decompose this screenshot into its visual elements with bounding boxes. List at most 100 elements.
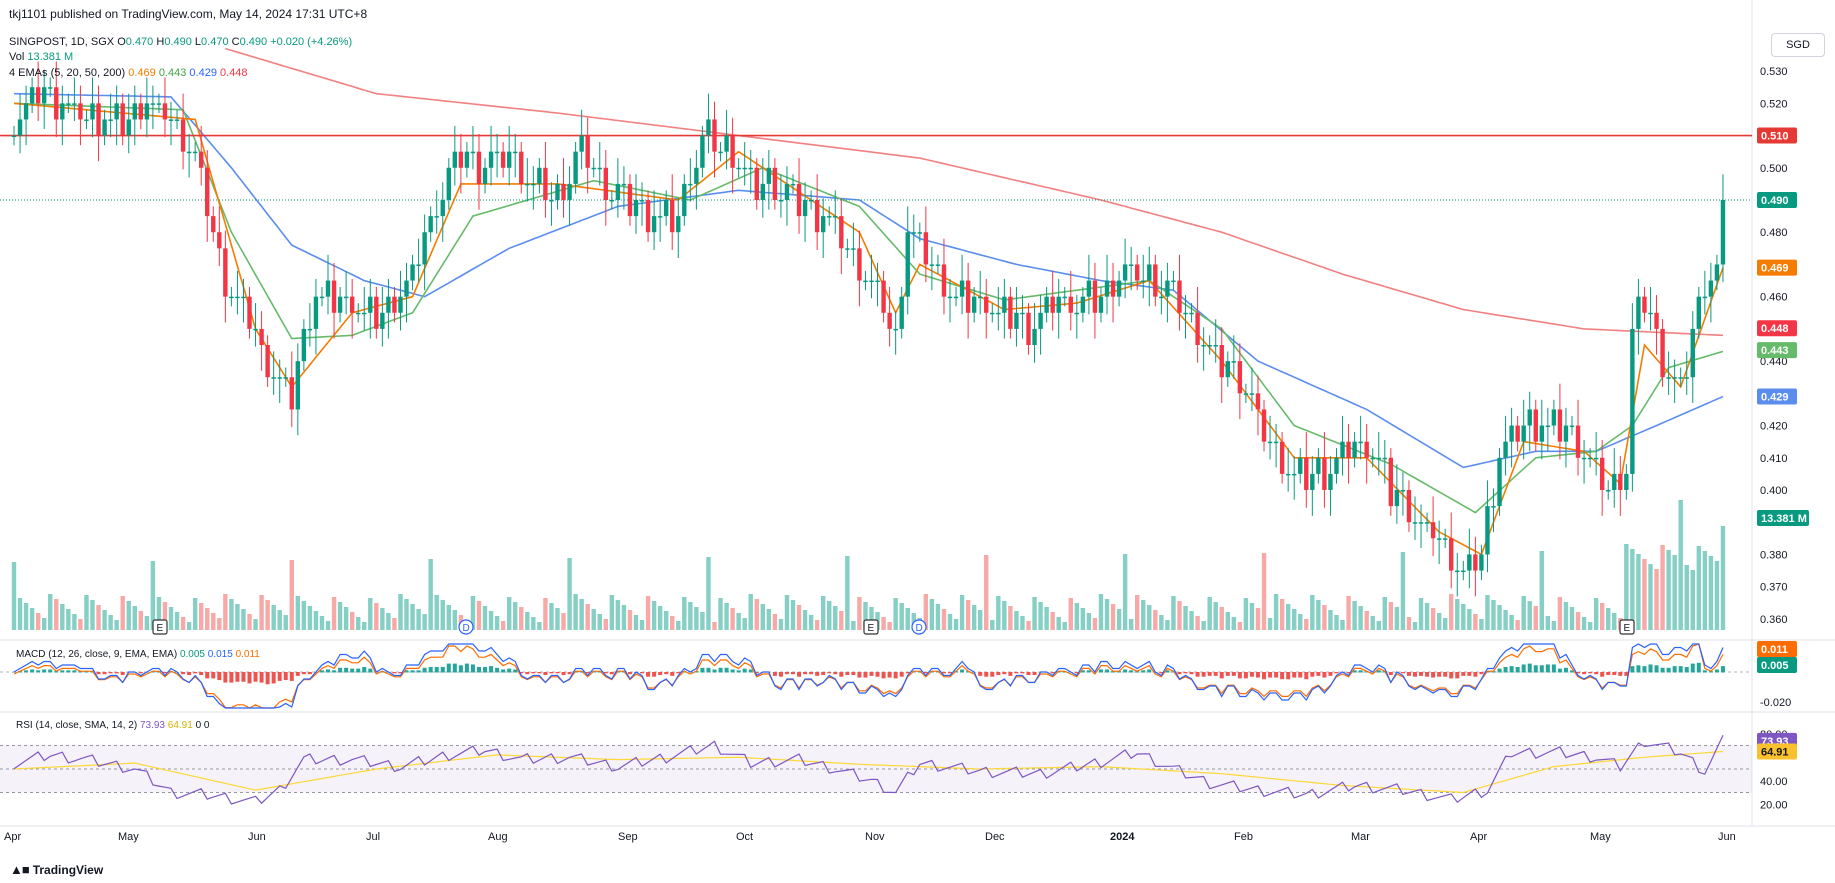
- candle-body: [1455, 570, 1460, 573]
- volume-bar: [247, 614, 252, 630]
- volume-bar: [48, 594, 53, 630]
- candle-body: [1527, 409, 1532, 426]
- volume-bar: [984, 555, 989, 630]
- volume-legend: Vol 13.381 M: [9, 51, 74, 63]
- candle-body: [1171, 280, 1176, 283]
- candle-body: [1503, 441, 1508, 458]
- candle-body: [1388, 457, 1394, 507]
- volume-bar: [1509, 615, 1514, 630]
- volume-bar: [1714, 561, 1720, 630]
- candle-body: [1074, 312, 1080, 315]
- volume-bar: [772, 614, 778, 630]
- macd-bar: [1141, 670, 1146, 673]
- volume-bar: [760, 604, 766, 630]
- volume-bar: [627, 610, 633, 630]
- volume-bar: [519, 607, 524, 630]
- candle-body: [941, 264, 947, 297]
- macd-bar: [24, 670, 29, 673]
- candle-body: [138, 103, 144, 120]
- candle-body: [72, 103, 77, 105]
- candle-body: [1014, 312, 1019, 329]
- macd-bar: [1292, 672, 1297, 678]
- candle-body: [585, 135, 590, 168]
- volume-bar: [1014, 611, 1019, 630]
- macd-bar: [1255, 672, 1260, 678]
- volume-bar: [325, 621, 331, 630]
- macd-bar: [235, 672, 240, 682]
- price-tick: 0.480: [1760, 227, 1788, 239]
- volume-bar: [1672, 555, 1677, 630]
- macd-bar: [1111, 671, 1116, 673]
- macd-bar: [428, 666, 433, 673]
- symbol-label[interactable]: SINGPOST, 1D, SGX: [9, 36, 115, 48]
- volume-bar: [1473, 614, 1478, 630]
- candle-body: [1032, 328, 1037, 345]
- volume-bar: [712, 622, 717, 630]
- macd-bar: [489, 666, 494, 673]
- price-tick: 0.380: [1760, 549, 1788, 561]
- symbol-ohlc-line: SINGPOST, 1D, SGX O0.470 H0.490 L0.470 C…: [9, 36, 353, 48]
- macd-bar: [1098, 669, 1103, 673]
- time-tick: Jun: [248, 831, 266, 843]
- volume-bar: [17, 598, 23, 630]
- macd-bar: [531, 672, 536, 674]
- candle-body: [597, 167, 602, 170]
- candle-body: [41, 87, 47, 104]
- volume-bar: [331, 597, 337, 630]
- macd-bar: [48, 669, 53, 673]
- candle-body: [199, 151, 204, 168]
- candle-body: [694, 167, 699, 184]
- earnings-marker: [152, 619, 168, 635]
- volume-bar: [1165, 620, 1170, 630]
- volume-bar: [1382, 597, 1387, 630]
- candle-body: [971, 296, 977, 313]
- candle-body: [881, 280, 886, 313]
- volume-bar: [1569, 607, 1575, 630]
- candle-body: [657, 216, 663, 218]
- candle-body: [1141, 280, 1146, 283]
- macd-bar: [452, 663, 457, 673]
- currency-button[interactable]: SGD: [1771, 33, 1825, 57]
- volume-bar: [482, 606, 488, 630]
- candle-body: [1183, 312, 1188, 315]
- tradingview-logo[interactable]: ▲■ TradingView: [10, 862, 104, 877]
- candle-body: [857, 248, 862, 281]
- macd-bar: [549, 672, 554, 674]
- volume-bar: [814, 620, 820, 630]
- volume-bar: [1424, 603, 1430, 630]
- volume-bar: [422, 614, 427, 630]
- macd-bar: [295, 672, 300, 676]
- candle-body: [1352, 441, 1357, 458]
- candle-body: [609, 200, 615, 202]
- candle-body: [398, 296, 403, 313]
- macd-bar: [821, 672, 826, 676]
- candle-body: [1569, 425, 1575, 428]
- volume-bar: [941, 609, 947, 630]
- candle-body: [603, 167, 608, 200]
- rsi-legend: RSI (14, close, SMA, 14, 2) 73.93 64.91 …: [16, 720, 210, 731]
- volume-bar: [1219, 607, 1224, 630]
- ema200-line: [225, 47, 1724, 337]
- volume-bar: [657, 606, 663, 630]
- candle-body: [796, 183, 802, 217]
- macd-bar: [513, 669, 518, 673]
- candle-body: [935, 264, 941, 266]
- candle-body: [1358, 441, 1363, 444]
- candle-body: [253, 328, 258, 331]
- volume-bar: [1261, 553, 1267, 630]
- candle-body: [1219, 345, 1224, 378]
- candle-body: [392, 296, 397, 313]
- volume-bar: [754, 599, 759, 630]
- volume-bar: [132, 606, 137, 630]
- macd-bar: [730, 669, 735, 673]
- macd-bar: [501, 669, 506, 673]
- candle-body: [802, 200, 808, 217]
- candle-body: [90, 103, 95, 120]
- macd-bar: [36, 670, 41, 673]
- macd-bar: [247, 672, 252, 684]
- macd-bar: [1147, 669, 1152, 673]
- volume-bar: [1201, 621, 1206, 630]
- candle-body: [905, 232, 910, 297]
- volume-bar: [337, 602, 343, 630]
